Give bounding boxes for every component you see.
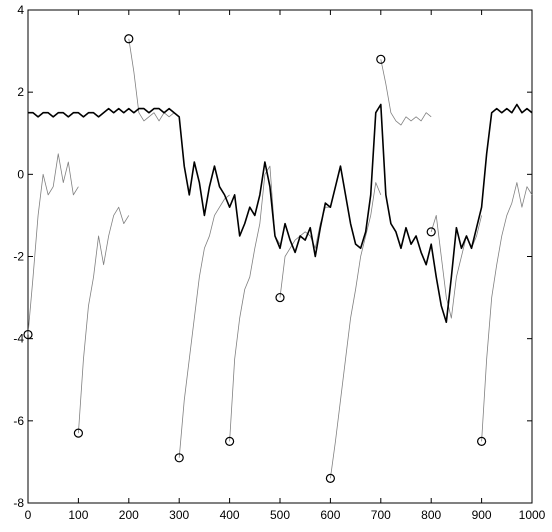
- y-tick-label: 4: [17, 3, 24, 17]
- marker: [23, 329, 33, 340]
- line: [380, 59, 432, 126]
- marker: [477, 436, 487, 446]
- y-tick-label: 2: [17, 85, 24, 99]
- plot-frame: [27, 9, 533, 504]
- line: [128, 38, 180, 122]
- line: [229, 165, 281, 442]
- marker: [325, 473, 335, 483]
- line: [330, 182, 382, 479]
- marker: [275, 292, 285, 303]
- x-tick-label: 600: [320, 508, 340, 522]
- x-tick-label: 0: [25, 508, 32, 522]
- marker: [174, 453, 184, 463]
- x-tick-label: 1000: [519, 508, 546, 522]
- line: [27, 153, 79, 335]
- x-tick-label: 500: [270, 508, 290, 522]
- x-tick-label: 100: [68, 508, 88, 522]
- marker: [73, 428, 84, 438]
- y-tick-label: -6: [13, 414, 24, 428]
- line: [481, 182, 533, 442]
- y-tick-label: 0: [17, 167, 24, 181]
- x-tick-label: 800: [421, 508, 441, 522]
- x-tick-label: 400: [220, 508, 240, 522]
- y-tick-label: -2: [13, 250, 24, 264]
- x-tick-label: 700: [371, 508, 391, 522]
- line: [28, 103, 533, 324]
- x-tick-label: 300: [169, 508, 189, 522]
- marker: [225, 436, 235, 446]
- marker: [426, 227, 436, 237]
- y-tick-label: -4: [13, 332, 24, 346]
- line: [78, 206, 130, 434]
- marker: [376, 54, 386, 64]
- marker: [124, 34, 134, 44]
- x-tick-label: 200: [119, 508, 139, 522]
- x-tick-label: 900: [472, 508, 492, 522]
- y-tick-label: -8: [13, 496, 24, 510]
- line: [178, 194, 230, 458]
